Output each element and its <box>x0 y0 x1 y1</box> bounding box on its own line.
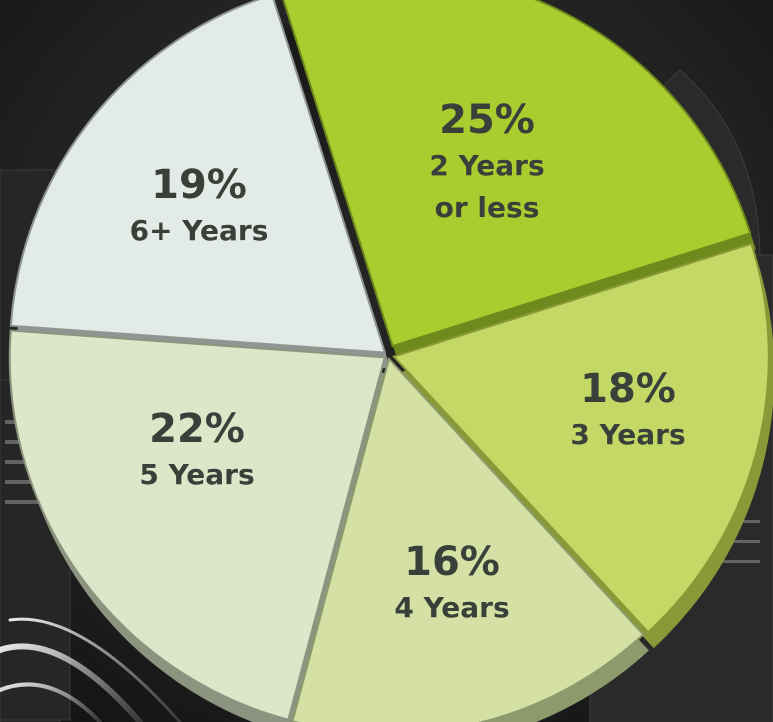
slice-percent-label: 22% <box>149 406 245 452</box>
pie-slice-1 <box>282 0 752 348</box>
slice-category-label: 5 Years <box>139 458 254 491</box>
pie-slice-3 <box>291 356 645 722</box>
pie-slice-5 <box>9 0 387 354</box>
slice-category-label: 3 Years <box>570 418 685 451</box>
pie-labels: 25% 2 Years or less 18% 3 Years 16% 4 Years 22%… <box>130 97 686 624</box>
slice-percent-label: 16% <box>404 539 500 585</box>
light-streaks <box>0 617 182 722</box>
slice-category-label: or less <box>435 191 540 224</box>
pie-slices <box>8 0 773 722</box>
slice-category-label: 6+ Years <box>130 214 269 247</box>
slice-percent-label: 19% <box>151 162 247 208</box>
slice-category-label: 4 Years <box>394 591 509 624</box>
slice-percent-label: 18% <box>580 366 676 412</box>
slice-percent-label: 25% <box>439 97 535 143</box>
pie-slice-2 <box>391 242 770 634</box>
pie-slice-4 <box>8 329 387 721</box>
slice-category-label: 2 Years <box>429 149 544 182</box>
